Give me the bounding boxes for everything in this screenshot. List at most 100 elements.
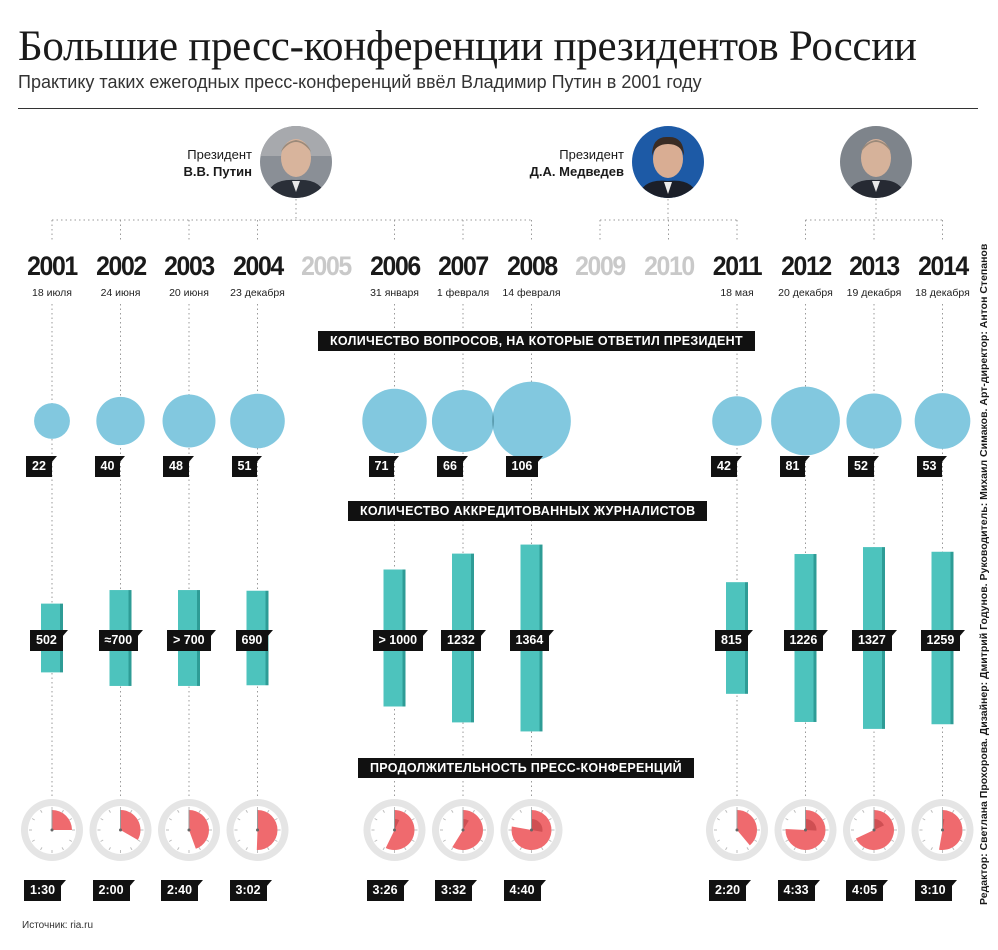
questions-value-2002: 40 (94, 456, 126, 477)
clock-tick (862, 809, 865, 813)
year-label-2001: 2001 (27, 251, 78, 281)
journalists-value-2011: 815 (715, 630, 753, 651)
clock-tick (815, 847, 818, 851)
clock-tick (754, 839, 758, 842)
questions-bubble-2004 (230, 393, 285, 449)
clock-sector-2001 (52, 810, 72, 830)
clock-tick (267, 847, 270, 851)
date-label-2006: 31 января (370, 287, 419, 299)
questions-bubble-2013 (846, 393, 902, 449)
bubble-overlap-2007-2008 (492, 412, 495, 430)
year-label-2013: 2013 (849, 251, 900, 281)
questions-value-2012: 81 (779, 456, 811, 477)
journalists-value-2006: > 1000 (372, 630, 428, 651)
questions-bubbles (34, 381, 971, 461)
year-label-2005: 2005 (301, 251, 352, 281)
clock-tick (198, 847, 201, 851)
year-label-2003: 2003 (164, 251, 215, 281)
clock-sector-2014 (939, 810, 963, 850)
questions-bubble-2003 (162, 394, 216, 448)
clock-pin-2001 (50, 828, 54, 832)
questions-value-2006: 71 (368, 456, 400, 477)
clock-sector-inner-2006 (394, 819, 400, 830)
clock-tick (168, 839, 172, 842)
clock-tick (206, 839, 210, 842)
clock-pin-2014 (941, 828, 944, 832)
clock-tick (61, 809, 64, 813)
journalists-value-2004: 690 (235, 630, 274, 651)
clock-tick (137, 818, 141, 821)
clock-tick (108, 809, 111, 813)
questions-bubble-2014 (914, 393, 971, 449)
credits-note: Редактор: Светлана Прохорова. Дизайнер: … (978, 243, 990, 905)
clock-tick (382, 809, 385, 813)
clock-pin-2007 (461, 828, 465, 832)
president-label-medvedev: Президент Д.А. Медведев (530, 146, 624, 180)
clock-tick (404, 847, 407, 851)
section-label-questions: КОЛИЧЕСТВО ВОПРОСОВ, НА КОТОРЫЕ ОТВЕТИЛ … (318, 331, 755, 351)
clock-tick (785, 839, 789, 842)
clock-tick (541, 847, 544, 851)
clock-tick (785, 818, 789, 821)
year-label-2007: 2007 (438, 251, 489, 281)
clock-tick (511, 818, 515, 821)
clock-tick (922, 818, 926, 821)
clock-tick (793, 809, 796, 813)
clock-tick (716, 818, 720, 821)
duration-value-2014: 3:10 (914, 880, 957, 901)
page-subtitle: Практику таких ежегодных пресс-конференц… (18, 72, 702, 92)
questions-value-2013: 52 (848, 456, 879, 477)
clock-pin-2002 (119, 828, 122, 832)
journalists-value-2003: > 700 (167, 630, 216, 651)
clock-tick (69, 839, 73, 842)
clock-tick (168, 818, 172, 821)
clock-tick (952, 809, 955, 813)
section-label-journalists: КОЛИЧЕСТВО АККРЕДИТОВАННЫХ ЖУРНАЛИСТОВ (348, 501, 708, 521)
clock-tick (511, 839, 515, 842)
journalists-value-2013: 1327 (852, 630, 897, 651)
clock-tick (100, 818, 104, 821)
clock-tick (519, 809, 522, 813)
president-role: Президент (559, 147, 624, 162)
year-label-2011: 2011 (712, 251, 763, 281)
clock-tick (237, 818, 241, 821)
year-label-2009: 2009 (575, 251, 626, 281)
clock-sector-inner-2008 (531, 819, 543, 832)
clock-sector-2004 (256, 810, 278, 850)
date-label-2002: 24 июня (100, 287, 141, 299)
clock-tick (853, 839, 857, 842)
clock-tick (374, 839, 378, 842)
questions-value-2003: 48 (163, 456, 194, 477)
questions-bubble-2011 (712, 396, 762, 446)
clock-tick (716, 839, 720, 842)
date-label-2003: 20 июня (169, 287, 209, 299)
date-label-2013: 19 декабря (846, 287, 902, 299)
clock-tick (404, 809, 407, 813)
duration-value-2004: 3:02 (229, 880, 272, 901)
medvedev-portrait (632, 126, 704, 198)
clock-tick (472, 847, 475, 851)
clock-tick (480, 818, 484, 821)
journalists-value-2001: 502 (30, 630, 68, 651)
clock-tick (442, 839, 446, 842)
duration-value-2011: 2:20 (709, 880, 752, 901)
clock-tick (930, 809, 933, 813)
clock-tick (959, 839, 963, 842)
clock-tick (725, 809, 728, 813)
questions-value-2014: 53 (916, 456, 948, 477)
president-name: В.В. Путин (183, 164, 252, 179)
date-label-2001: 18 июля (32, 287, 72, 299)
clock-tick (541, 809, 544, 813)
clock-tick (548, 818, 552, 821)
clock-tick (274, 818, 278, 821)
clock-tick (822, 818, 826, 821)
clock-tick (198, 809, 201, 813)
clock-tick (548, 839, 552, 842)
clock-tick (61, 847, 64, 851)
clock-tick (442, 818, 446, 821)
questions-value-2004: 51 (231, 456, 263, 477)
journalists-value-2002: ≈700 (98, 630, 143, 651)
journalists-value-2012: 1226 (783, 630, 829, 651)
clock-tick (100, 839, 104, 842)
clock-tick (746, 809, 749, 813)
